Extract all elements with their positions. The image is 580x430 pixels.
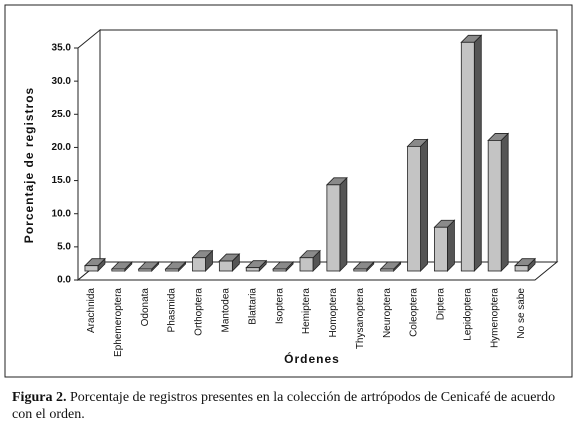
bar <box>487 140 502 272</box>
x-tick-label: Blattaria <box>247 288 258 325</box>
bar <box>272 268 287 272</box>
x-tick-label: Hymenoptera <box>489 288 500 348</box>
y-tick-label: 20.0 <box>52 142 72 153</box>
x-tick-label: Phasmida <box>167 288 178 333</box>
bar <box>218 260 233 272</box>
bar <box>353 268 368 272</box>
figure-caption: Figura 2. Porcentaje de registros presen… <box>12 389 572 423</box>
bar <box>326 184 341 272</box>
x-tick-label: Neuroptera <box>382 288 393 338</box>
chart-frame <box>4 4 573 378</box>
y-tick-label: 30.0 <box>52 76 72 87</box>
x-tick-label: Odonata <box>140 288 151 327</box>
x-tick-label: No se sabe <box>516 288 527 339</box>
bar-side <box>420 138 428 272</box>
back-wall <box>77 28 101 282</box>
bar <box>165 268 179 272</box>
bar <box>299 257 314 272</box>
bar <box>434 226 448 272</box>
y-axis-title: Porcentaje de registros <box>22 87 36 243</box>
bar <box>245 267 260 272</box>
x-tick-label: Ephemeroptera <box>113 288 124 357</box>
bar-side <box>500 132 509 272</box>
y-tick-label: 25.0 <box>52 109 72 120</box>
y-tick-label: 5.0 <box>57 241 71 252</box>
y-tick-label: 15.0 <box>52 175 72 186</box>
x-tick-label: Homoptera <box>328 288 339 338</box>
bar <box>192 257 206 272</box>
x-tick-label: Hemiptera <box>301 288 312 335</box>
bar <box>111 268 126 272</box>
bar <box>407 145 421 272</box>
bar-side <box>447 219 455 272</box>
chart: Porcentaje de registros Órdenes 0.0 5.0 10… <box>4 4 573 378</box>
bar <box>460 41 475 272</box>
bar <box>138 268 153 272</box>
x-tick-label: Arachnida <box>86 288 97 333</box>
x-tick-label: Orthoptera <box>194 288 205 336</box>
y-tick-label: 10.0 <box>52 208 72 219</box>
x-tick-label: Diptera <box>436 288 447 321</box>
x-tick-label: Thysanoptera <box>355 288 366 350</box>
bar-side <box>339 176 348 272</box>
y-tick-label: 35.0 <box>52 43 72 54</box>
bar <box>514 265 529 272</box>
x-tick-label: Coleoptera <box>409 288 420 337</box>
x-axis-title: Órdenes <box>284 351 340 366</box>
x-tick-label: Isoptera <box>274 288 285 325</box>
bar <box>84 265 99 272</box>
caption-text: Porcentaje de registros presentes en la … <box>12 390 556 422</box>
x-tick-label: Mantodea <box>220 288 231 333</box>
x-tick-label: Lepidoptera <box>462 288 473 341</box>
caption-label: Figura 2. <box>12 390 67 405</box>
y-tick-label: 0.0 <box>57 275 71 286</box>
bar-side <box>473 34 482 272</box>
bar <box>380 268 395 272</box>
